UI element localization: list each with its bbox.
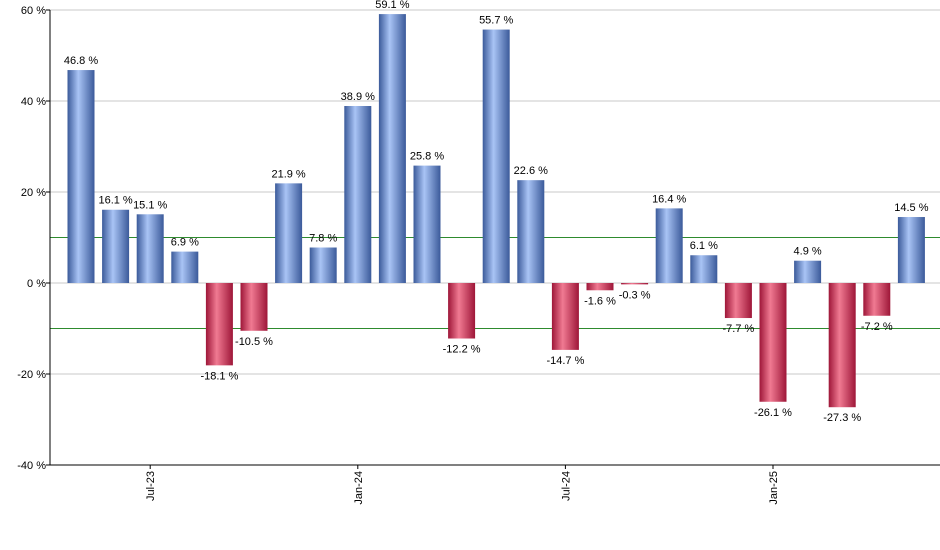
- data-label: 22.6 %: [514, 165, 548, 177]
- data-label: 21.9 %: [271, 168, 305, 180]
- bar: [136, 214, 164, 283]
- data-label: 6.1 %: [690, 240, 718, 252]
- data-label: -27.3 %: [823, 412, 861, 424]
- bar: [690, 255, 718, 283]
- bar: [863, 283, 891, 316]
- bar: [517, 180, 545, 283]
- bar: [655, 208, 683, 283]
- data-label: 14.5 %: [894, 202, 928, 214]
- x-tick-label: Jan-24: [353, 471, 365, 505]
- data-label: 16.1 %: [98, 195, 132, 207]
- bar: [448, 283, 476, 339]
- bar: [759, 283, 787, 402]
- bar: [551, 283, 579, 350]
- data-labels: 46.8 % 16.1 % 15.1 % 6.9 % -18.1 % -10.5 % 21.…: [64, 0, 929, 424]
- bar: [482, 29, 510, 283]
- data-label: -1.6 %: [584, 295, 616, 307]
- y-tick-label: 40 %: [21, 96, 46, 108]
- data-label: 15.1 %: [133, 199, 167, 211]
- data-label: -14.7 %: [546, 355, 584, 367]
- bar: [724, 283, 752, 319]
- x-tick-label: Jul-24: [560, 471, 572, 501]
- data-label: 6.9 %: [171, 237, 199, 249]
- y-tick-label: 0 %: [27, 278, 46, 290]
- bar: [586, 283, 614, 291]
- bar: [275, 183, 303, 283]
- data-label: 59.1 %: [375, 0, 409, 11]
- data-label: 38.9 %: [341, 91, 375, 103]
- bar: [378, 14, 406, 283]
- bar: [344, 106, 372, 283]
- data-label: -7.2 %: [861, 321, 893, 333]
- y-tick-label: -40 %: [17, 460, 46, 472]
- data-label: -26.1 %: [754, 407, 792, 419]
- x-tick-label: Jan-25: [768, 471, 780, 505]
- data-label: 25.8 %: [410, 151, 444, 163]
- bar: [621, 283, 649, 285]
- x-tick-label: Jul-23: [145, 471, 157, 501]
- bar: [240, 283, 268, 331]
- data-label: 7.8 %: [309, 233, 337, 245]
- bar: [171, 251, 199, 283]
- y-tick-label: 60 %: [21, 5, 46, 17]
- data-label: 16.4 %: [652, 193, 686, 205]
- data-label: 4.9 %: [794, 246, 822, 258]
- bar: [102, 209, 130, 283]
- data-label: -7.7 %: [723, 323, 755, 335]
- bar: [205, 283, 233, 366]
- data-label: 46.8 %: [64, 55, 98, 67]
- bar: [828, 283, 856, 408]
- bar: [897, 217, 925, 283]
- data-label: -10.5 %: [235, 336, 273, 348]
- axes: -40 % -20 % 0 % 20 % 40 % 60 % Jul-23 Jan-24 Jul…: [17, 5, 940, 505]
- bars: [67, 14, 925, 408]
- y-tick-label: 20 %: [21, 187, 46, 199]
- data-label: -18.1 %: [200, 370, 238, 382]
- bar: [67, 70, 95, 283]
- bar: [794, 260, 822, 283]
- data-label: -0.3 %: [619, 289, 651, 301]
- y-tick-label: -20 %: [17, 369, 46, 381]
- bar: [413, 165, 441, 283]
- data-label: 55.7 %: [479, 15, 513, 27]
- data-label: -12.2 %: [443, 344, 481, 356]
- bar: [309, 247, 337, 283]
